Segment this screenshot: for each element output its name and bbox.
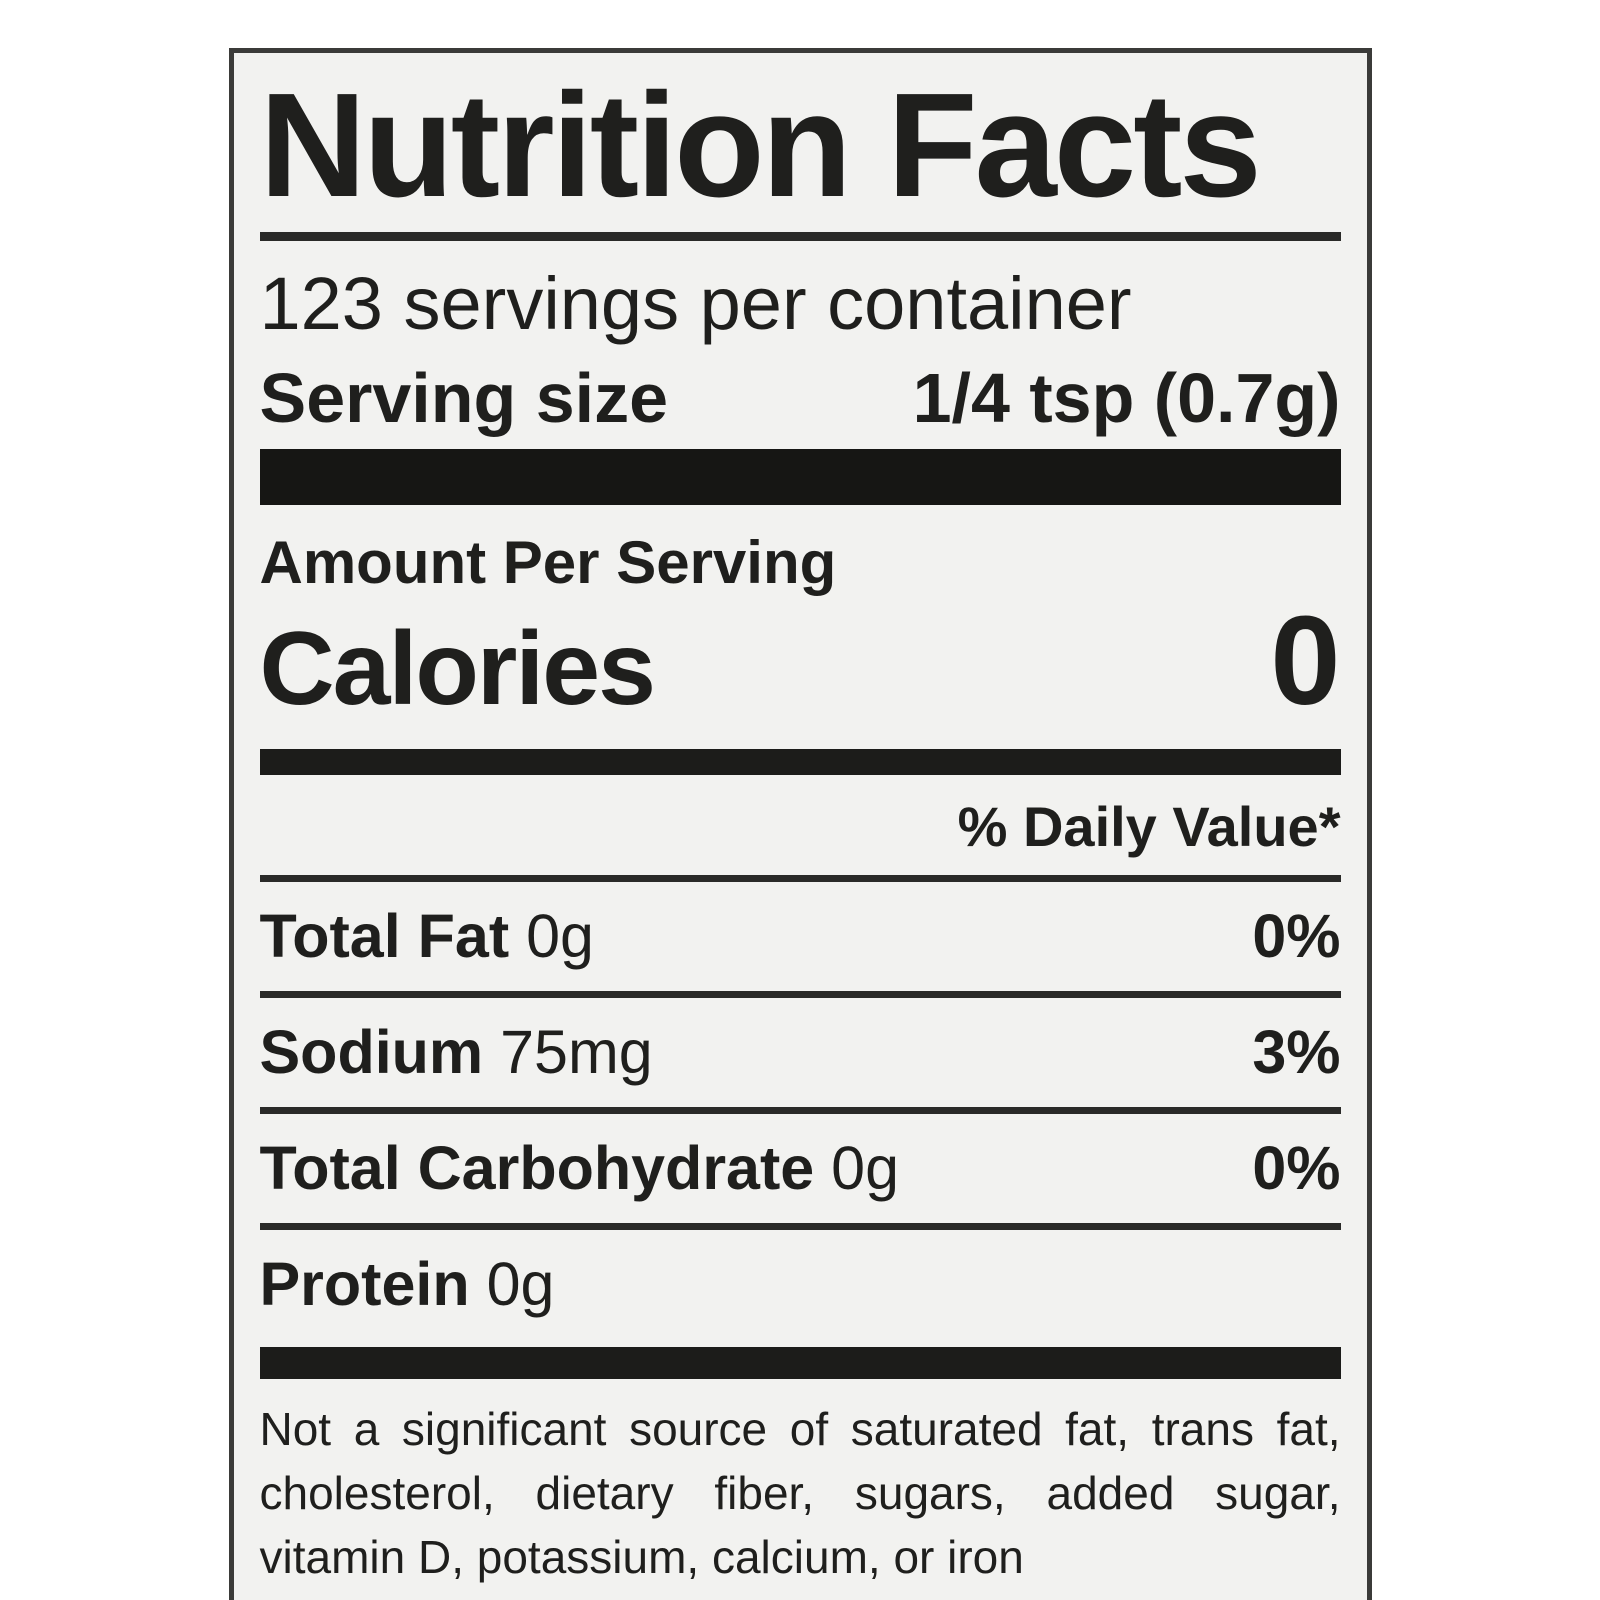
- daily-value-header: % Daily Value*: [957, 794, 1341, 858]
- nutrient-name: Protein: [259, 1249, 470, 1318]
- servings-per-container: 123 servings per container: [259, 261, 1132, 345]
- nutrient-amount: 0g: [486, 1249, 555, 1318]
- nutrient-daily-value: 0%: [1252, 901, 1341, 970]
- nutrition-facts-label: Nutrition Facts 123 servings per contain…: [228, 48, 1372, 1600]
- serving-size-value: 1/4 tsp (0.7g): [912, 358, 1341, 437]
- footnote-divider: [259, 1346, 1341, 1379]
- footnote-text: Not a significant source of saturated fa…: [259, 1402, 1341, 1584]
- calories-label: Calories: [259, 610, 656, 727]
- nutrient-name-amount: Protein 0g: [260, 1253, 555, 1315]
- nutrient-name-amount: Total Fat 0g: [260, 905, 594, 967]
- nutrient-daily-value: 0%: [1252, 1133, 1341, 1202]
- nutrient-name-amount: Sodium 75mg: [260, 1021, 653, 1083]
- nutrient-name-amount: Total Carbohydrate 0g: [260, 1137, 900, 1199]
- nutrient-row-protein: Protein 0g: [259, 1222, 1341, 1339]
- nutrient-amount: 0g: [526, 901, 594, 970]
- nutrient-amount: 75mg: [500, 1017, 653, 1086]
- nutrient-name: Total Carbohydrate: [259, 1133, 815, 1202]
- serving-size-label: Serving size: [259, 358, 669, 437]
- section-divider-thick: [259, 448, 1341, 505]
- amount-per-serving-heading: Amount Per Serving: [259, 528, 837, 596]
- nutrient-name: Total Fat: [259, 901, 510, 970]
- nutrient-amount: 0g: [831, 1133, 900, 1202]
- nutrient-name: Sodium: [259, 1017, 484, 1086]
- nutrient-row-total-carbohydrate: Total Carbohydrate 0g 0%: [259, 1106, 1341, 1223]
- calories-value: 0: [1270, 589, 1341, 731]
- calories-row: Calories 0: [259, 589, 1341, 731]
- nutrient-row-total-fat: Total Fat 0g 0%: [259, 874, 1341, 991]
- nutrient-row-sodium: Sodium 75mg 3%: [259, 990, 1341, 1107]
- calories-divider: [259, 748, 1341, 775]
- nutrient-daily-value: 3%: [1252, 1017, 1341, 1086]
- label-title: Nutrition Facts: [259, 63, 1262, 228]
- title-divider: [259, 231, 1341, 241]
- serving-size-row: Serving size 1/4 tsp (0.7g): [260, 363, 1341, 433]
